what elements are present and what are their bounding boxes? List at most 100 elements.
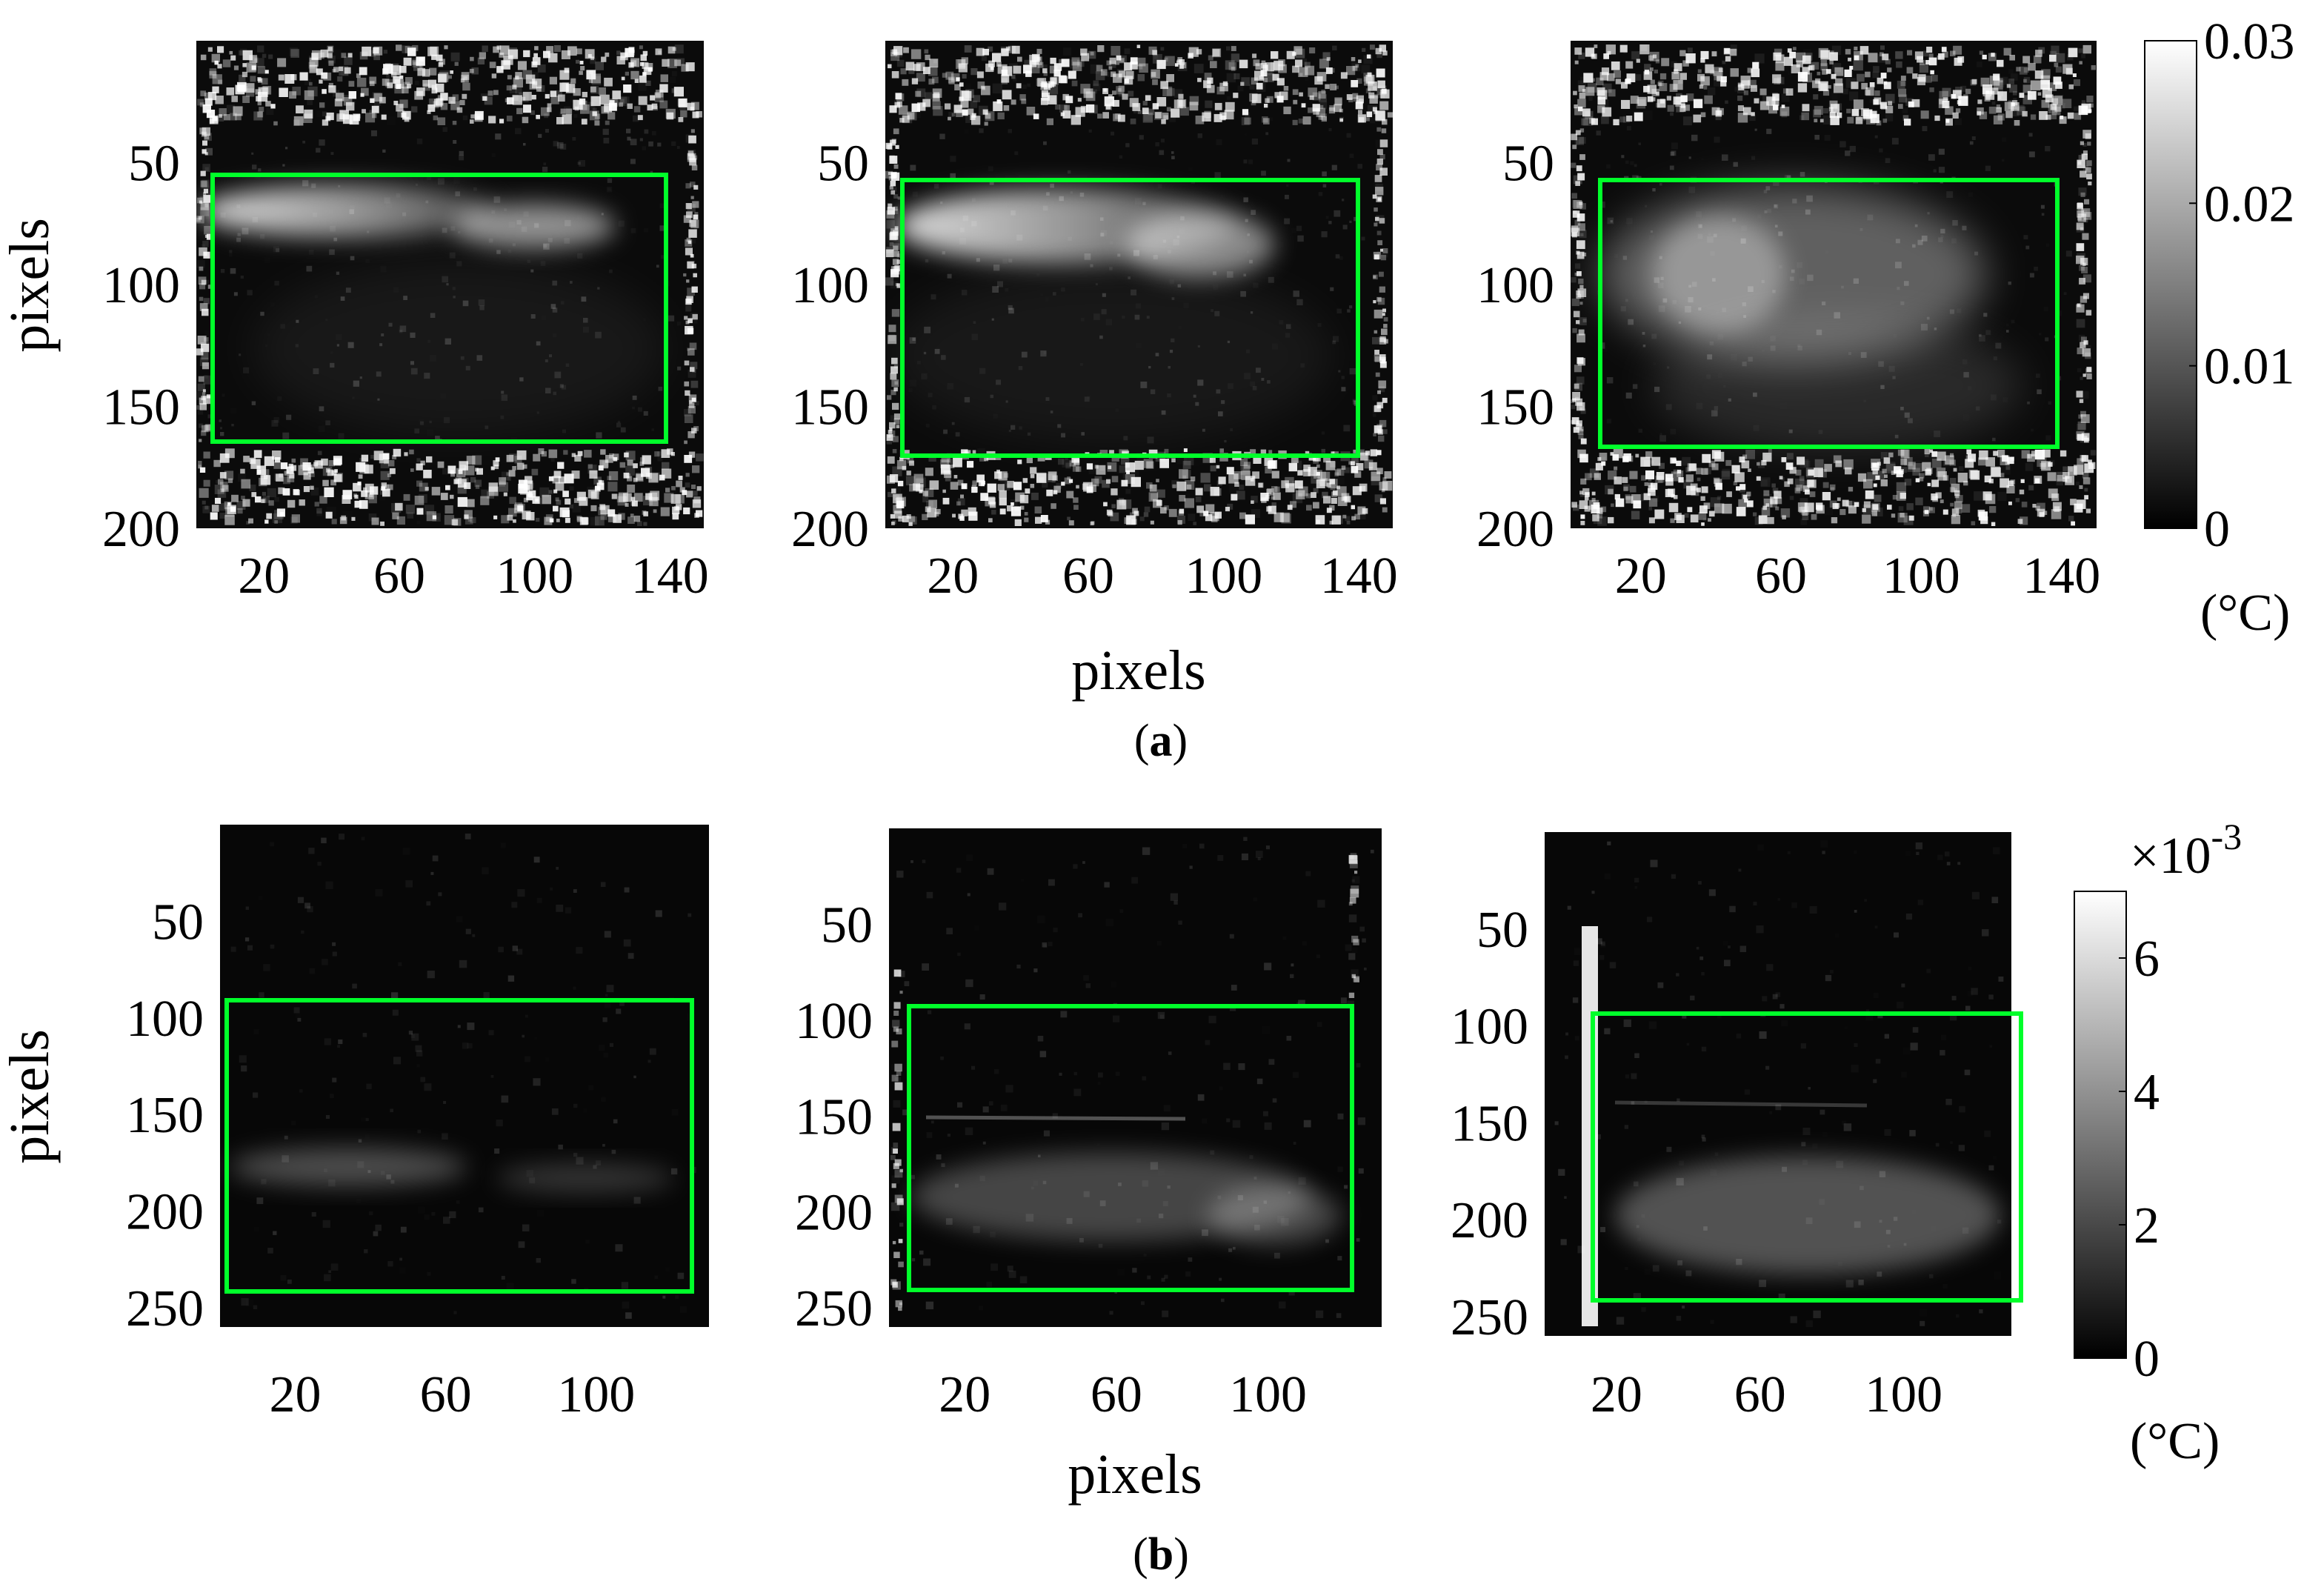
noise-layer-a1 bbox=[196, 44, 704, 526]
caption-a: (a) bbox=[1134, 716, 1188, 766]
x-tick-a2-2: 100 bbox=[1185, 548, 1262, 605]
colorbar-b-tick-0: 0 bbox=[2134, 1331, 2160, 1388]
hot-region-a1 bbox=[200, 185, 496, 237]
heatmap-panel-b2 bbox=[889, 828, 1382, 1327]
y-tick-a1-1: 100 bbox=[102, 257, 180, 314]
x-tick-b1-1: 60 bbox=[420, 1366, 472, 1423]
x-tick-b1-0: 20 bbox=[270, 1366, 322, 1423]
colorbar-a-unit: (°C) bbox=[2200, 585, 2290, 642]
y-tick-b3-0: 50 bbox=[1476, 902, 1528, 959]
y-tick-b2-3: 200 bbox=[795, 1185, 873, 1242]
roi-box-b3 bbox=[1591, 1011, 2023, 1303]
heatmap-panel-b3 bbox=[1545, 832, 2023, 1336]
y-axis-label-b: pixels bbox=[0, 1029, 61, 1164]
heatmap-panel-a1 bbox=[196, 41, 704, 528]
colorbar-b-exponent: ×10-3 bbox=[2130, 816, 2242, 885]
x-tick-a1-0: 20 bbox=[238, 548, 290, 605]
colorbar-a-tick-1: 0.01 bbox=[2204, 339, 2295, 396]
dim-region-a2 bbox=[889, 267, 1334, 445]
roi-box-a1 bbox=[210, 173, 668, 444]
heatmap-panel-b1 bbox=[220, 825, 709, 1327]
y-tick-a2-3: 200 bbox=[791, 501, 869, 558]
y-tick-a3-0: 50 bbox=[1502, 136, 1554, 193]
y-tick-a1-3: 200 bbox=[102, 501, 180, 558]
colorbar-a-tick-3: 0.03 bbox=[2204, 13, 2295, 70]
y-tick-b3-1: 100 bbox=[1451, 999, 1528, 1056]
hot-band-b2b bbox=[1208, 1185, 1341, 1245]
y-tick-b2-2: 150 bbox=[795, 1088, 873, 1145]
x-tick-a3-2: 100 bbox=[1882, 548, 1960, 605]
heatmap-panel-a3 bbox=[1571, 41, 2097, 528]
x-tick-a2-1: 60 bbox=[1062, 548, 1114, 605]
y-tick-a2-2: 150 bbox=[791, 379, 869, 436]
streak-b3 bbox=[1614, 1100, 1868, 1108]
colorbar-b-gradient bbox=[2074, 891, 2127, 1359]
x-tick-b2-0: 20 bbox=[939, 1366, 990, 1423]
colorbar-a bbox=[2144, 40, 2197, 529]
noise-layer-a3 bbox=[1571, 44, 2097, 526]
caption-b: (b) bbox=[1133, 1529, 1189, 1580]
roi-box-b1 bbox=[224, 998, 694, 1294]
left-edge-artifact-b3 bbox=[1582, 926, 1598, 1326]
y-tick-b2-4: 250 bbox=[795, 1280, 873, 1337]
x-tick-a1-3: 140 bbox=[631, 548, 709, 605]
colorbar-b-tick-1: 2 bbox=[2134, 1197, 2160, 1254]
noise-layer-b3 bbox=[1554, 841, 2004, 1328]
hot-region-a3b bbox=[1652, 215, 1785, 333]
y-tick-b1-0: 50 bbox=[152, 894, 204, 951]
y-tick-a3-3: 200 bbox=[1476, 501, 1554, 558]
y-tick-a1-2: 150 bbox=[102, 379, 180, 436]
streak-b2 bbox=[925, 1115, 1186, 1121]
colorbar-b bbox=[2074, 891, 2127, 1359]
x-tick-a3-3: 140 bbox=[2022, 548, 2100, 605]
colorbar-a-gradient bbox=[2144, 40, 2197, 529]
hot-region-a1b bbox=[452, 204, 615, 248]
colorbar-a-tick-0: 0 bbox=[2204, 501, 2230, 558]
colorbar-b-unit: (°C) bbox=[2130, 1413, 2220, 1470]
colorbar-b-tick-2: 4 bbox=[2134, 1064, 2160, 1121]
x-tick-b3-1: 60 bbox=[1734, 1366, 1786, 1423]
y-tick-a3-1: 100 bbox=[1476, 257, 1554, 314]
y-axis-label-a: pixels bbox=[0, 218, 61, 353]
x-tick-a3-0: 20 bbox=[1615, 548, 1667, 605]
x-tick-b1-2: 100 bbox=[557, 1366, 635, 1423]
x-tick-b3-2: 100 bbox=[1865, 1366, 1942, 1423]
hot-band-b3 bbox=[1615, 1156, 2000, 1274]
y-tick-b1-1: 100 bbox=[126, 991, 204, 1048]
dim-region-a3 bbox=[1652, 319, 2022, 452]
y-tick-b2-0: 50 bbox=[821, 897, 873, 954]
x-tick-a1-1: 60 bbox=[373, 548, 425, 605]
y-tick-b3-2: 150 bbox=[1451, 1095, 1528, 1152]
roi-box-a3 bbox=[1598, 178, 2060, 449]
y-tick-b1-3: 200 bbox=[126, 1184, 204, 1241]
hot-band-b1 bbox=[230, 1148, 467, 1186]
hot-region-a2b bbox=[1126, 211, 1274, 278]
heatmap-image-b2 bbox=[889, 828, 1382, 1327]
roi-box-b2 bbox=[907, 1004, 1354, 1292]
x-tick-a1-2: 100 bbox=[496, 548, 573, 605]
y-tick-a3-2: 150 bbox=[1476, 379, 1554, 436]
y-tick-a1-0: 50 bbox=[128, 136, 180, 193]
x-tick-b2-1: 60 bbox=[1091, 1366, 1142, 1423]
y-tick-a2-0: 50 bbox=[817, 136, 869, 193]
dim-region-a1 bbox=[252, 259, 667, 437]
x-tick-b2-2: 100 bbox=[1229, 1366, 1307, 1423]
roi-box-a2 bbox=[900, 178, 1360, 458]
heatmap-panel-a2 bbox=[885, 41, 1393, 528]
x-tick-a3-1: 60 bbox=[1755, 548, 1807, 605]
x-tick-a2-3: 140 bbox=[1320, 548, 1398, 605]
y-tick-b3-4: 250 bbox=[1451, 1289, 1528, 1346]
y-tick-b3-3: 200 bbox=[1451, 1192, 1528, 1249]
y-tick-b1-4: 250 bbox=[126, 1280, 204, 1337]
heatmap-image-b1 bbox=[220, 825, 709, 1327]
y-tick-a2-1: 100 bbox=[791, 257, 869, 314]
y-tick-b2-1: 100 bbox=[795, 993, 873, 1050]
x-tick-a2-0: 20 bbox=[927, 548, 979, 605]
x-tick-b3-0: 20 bbox=[1591, 1366, 1642, 1423]
colorbar-b-tick-3: 6 bbox=[2134, 931, 2160, 988]
noise-layer-a2 bbox=[885, 44, 1393, 526]
